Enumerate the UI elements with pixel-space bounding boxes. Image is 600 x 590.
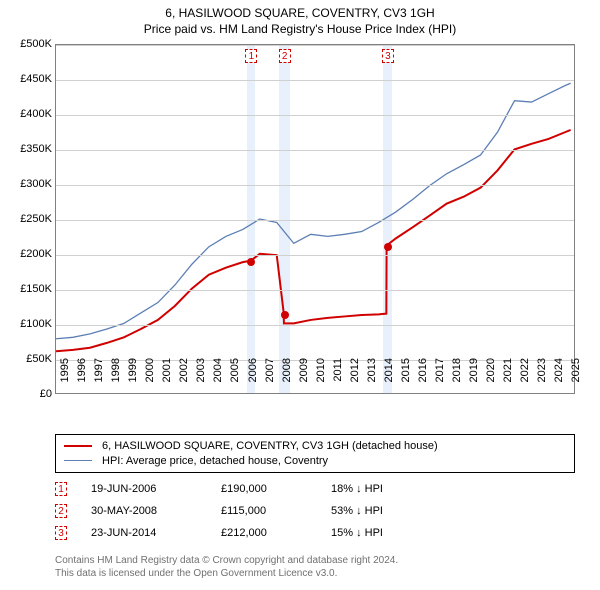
x-tick-label: 2004 [212,358,224,398]
x-tick-label: 2019 [468,358,480,398]
x-tick-label: 2022 [519,358,531,398]
series-hpi [56,83,571,338]
y-tick-label: £350K [4,143,52,155]
y-tick-label: £150K [4,283,52,295]
y-gridline [56,80,574,81]
legend-swatch [64,445,92,447]
sale-price: £212,000 [221,527,331,539]
sale-diff: 18% ↓ HPI [331,483,451,495]
x-tick-label: 2023 [536,358,548,398]
y-tick-label: £450K [4,73,52,85]
y-tick-label: £200K [4,248,52,260]
x-tick-label: 2003 [195,358,207,398]
sale-marker-inline: 2 [55,504,67,518]
legend-swatch [64,460,92,461]
x-tick-label: 2007 [264,358,276,398]
title-line-2: Price paid vs. HM Land Registry's House … [0,22,600,38]
x-tick-label: 2015 [400,358,412,398]
y-tick-label: £50K [4,353,52,365]
legend-label: 6, HASILWOOD SQUARE, COVENTRY, CV3 1GH (… [102,440,438,452]
sale-diff: 53% ↓ HPI [331,505,451,517]
x-tick-label: 2010 [315,358,327,398]
sale-marker: 3 [382,49,394,63]
x-tick-label: 2025 [570,358,582,398]
chart-plot-area: 1 2 3 [55,44,575,394]
sale-diff: 15% ↓ HPI [331,527,451,539]
x-tick-label: 2006 [247,358,259,398]
figure: 6, HASILWOOD SQUARE, COVENTRY, CV3 1GH P… [0,0,600,590]
y-gridline [56,325,574,326]
y-tick-label: £400K [4,108,52,120]
legend-label: HPI: Average price, detached house, Cove… [102,455,328,467]
x-tick-label: 1999 [127,358,139,398]
sale-date: 19-JUN-2006 [91,483,221,495]
x-tick-label: 2021 [502,358,514,398]
attribution-line-2: This data is licensed under the Open Gov… [55,567,398,580]
y-tick-label: £300K [4,178,52,190]
x-tick-label: 2011 [332,358,344,398]
sale-price: £115,000 [221,505,331,517]
x-tick-label: 2014 [383,358,395,398]
y-gridline [56,220,574,221]
sales-table: 1 19-JUN-2006£190,00018% ↓ HPI 2 30-MAY-200… [55,478,451,544]
sale-marker: 2 [279,49,291,63]
x-tick-label: 2017 [434,358,446,398]
attribution-line-1: Contains HM Land Registry data © Crown c… [55,554,398,567]
sale-date: 30-MAY-2008 [91,505,221,517]
y-gridline [56,290,574,291]
y-gridline [56,115,574,116]
x-tick-label: 2002 [178,358,190,398]
y-tick-label: £0 [4,388,52,400]
sale-dot [281,311,289,319]
y-gridline [56,185,574,186]
chart-svg [56,45,574,393]
sale-marker: 1 [245,49,257,63]
sales-row: 2 30-MAY-2008£115,00053% ↓ HPI [55,500,451,522]
sales-row: 3 23-JUN-2014£212,00015% ↓ HPI [55,522,451,544]
y-gridline [56,255,574,256]
x-tick-label: 2018 [451,358,463,398]
sale-dot [384,243,392,251]
x-tick-label: 2000 [144,358,156,398]
sale-price: £190,000 [221,483,331,495]
sale-dot [247,258,255,266]
x-tick-label: 2005 [229,358,241,398]
x-tick-label: 1998 [110,358,122,398]
x-tick-label: 2016 [417,358,429,398]
x-tick-label: 1997 [93,358,105,398]
legend-item: HPI: Average price, detached house, Cove… [64,453,566,468]
x-tick-label: 2020 [485,358,497,398]
sale-date: 23-JUN-2014 [91,527,221,539]
x-tick-label: 1995 [59,358,71,398]
sale-marker-inline: 1 [55,482,67,496]
x-tick-label: 2001 [161,358,173,398]
y-gridline [56,150,574,151]
x-tick-label: 1996 [76,358,88,398]
x-tick-label: 2013 [366,358,378,398]
x-tick-label: 2008 [281,358,293,398]
y-tick-label: £100K [4,318,52,330]
x-tick-label: 2009 [298,358,310,398]
legend-box: 6, HASILWOOD SQUARE, COVENTRY, CV3 1GH (… [55,434,575,473]
x-tick-label: 2012 [349,358,361,398]
sale-marker-inline: 3 [55,526,67,540]
y-tick-label: £250K [4,213,52,225]
x-tick-label: 2024 [553,358,565,398]
title-line-1: 6, HASILWOOD SQUARE, COVENTRY, CV3 1GH [0,6,600,22]
legend-item: 6, HASILWOOD SQUARE, COVENTRY, CV3 1GH (… [64,438,566,453]
title-block: 6, HASILWOOD SQUARE, COVENTRY, CV3 1GH P… [0,0,600,37]
attribution: Contains HM Land Registry data © Crown c… [55,554,398,580]
sales-row: 1 19-JUN-2006£190,00018% ↓ HPI [55,478,451,500]
y-tick-label: £500K [4,38,52,50]
y-gridline [56,45,574,46]
